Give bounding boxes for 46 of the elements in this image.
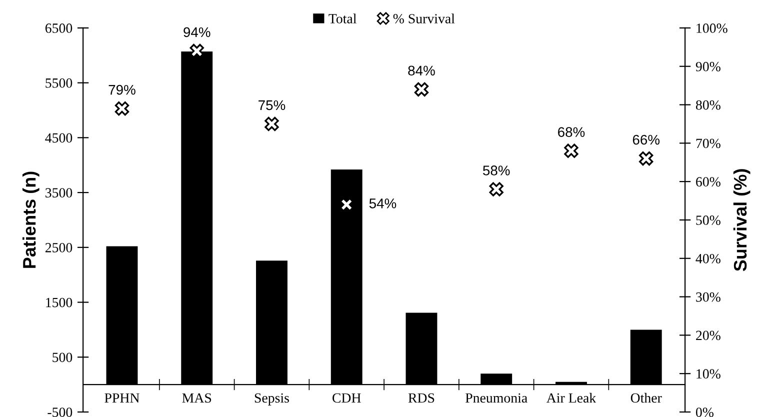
data-label: 79%	[108, 84, 136, 95]
y-tick-label: 6500	[45, 24, 72, 33]
data-label: 75%	[258, 100, 286, 110]
data-label: 68%	[558, 127, 585, 137]
y2-tick-label: 60%	[696, 177, 720, 187]
y2-axis-title: Survival (%)	[733, 169, 750, 272]
y2-tick-label: 20%	[696, 330, 720, 340]
y2-tick-label: 50%	[696, 216, 720, 225]
x-tick-label: CDH	[332, 393, 361, 403]
y2-tick-label: 80%	[696, 100, 720, 110]
point	[414, 82, 429, 96]
legend-label: Total	[328, 14, 356, 24]
y-tick-label: 2500	[45, 242, 72, 252]
x-tick-label: Pneumonia	[466, 393, 528, 403]
y2-tick-label: 30%	[696, 292, 720, 302]
y-tick-label: 500	[52, 352, 72, 362]
data-label: 54%	[369, 198, 396, 208]
point	[564, 144, 578, 158]
x-tick-label: Other	[630, 392, 662, 403]
data-label: 58%	[483, 166, 510, 176]
y2-tick-label: 70%	[696, 138, 720, 148]
data-label: 94%	[184, 27, 210, 38]
data-label: 84%	[408, 66, 435, 76]
x-tick-label: RDS	[408, 393, 434, 403]
y-axis-title: Patients (n)	[22, 172, 40, 268]
y2-tick-label: 0%	[696, 408, 714, 417]
x-tick-label: MAS	[182, 393, 212, 403]
point	[114, 102, 130, 116]
y-tick-label: -500	[48, 408, 72, 417]
y-tick-label: 5500	[46, 78, 72, 88]
data-label: 66%	[632, 134, 660, 145]
y2-tick-label: 40%	[696, 254, 720, 264]
point	[340, 198, 354, 212]
x-tick-label: Sepsis	[254, 393, 289, 406]
y-tick-label: 1500	[46, 298, 72, 308]
y2-tick-label: 90%	[696, 62, 720, 72]
point	[489, 182, 504, 196]
point	[639, 151, 654, 166]
y-tick-label: 4500	[45, 133, 72, 143]
y2-tick-label: 100%	[696, 24, 728, 33]
x-tick-label: Air Leak	[546, 392, 596, 403]
point	[264, 116, 279, 132]
legend-label: % Survival	[393, 14, 455, 24]
y2-tick-label: 10%	[696, 369, 720, 379]
x-tick-label: PPHN	[104, 393, 140, 403]
y-tick-label: 3500	[46, 188, 72, 198]
